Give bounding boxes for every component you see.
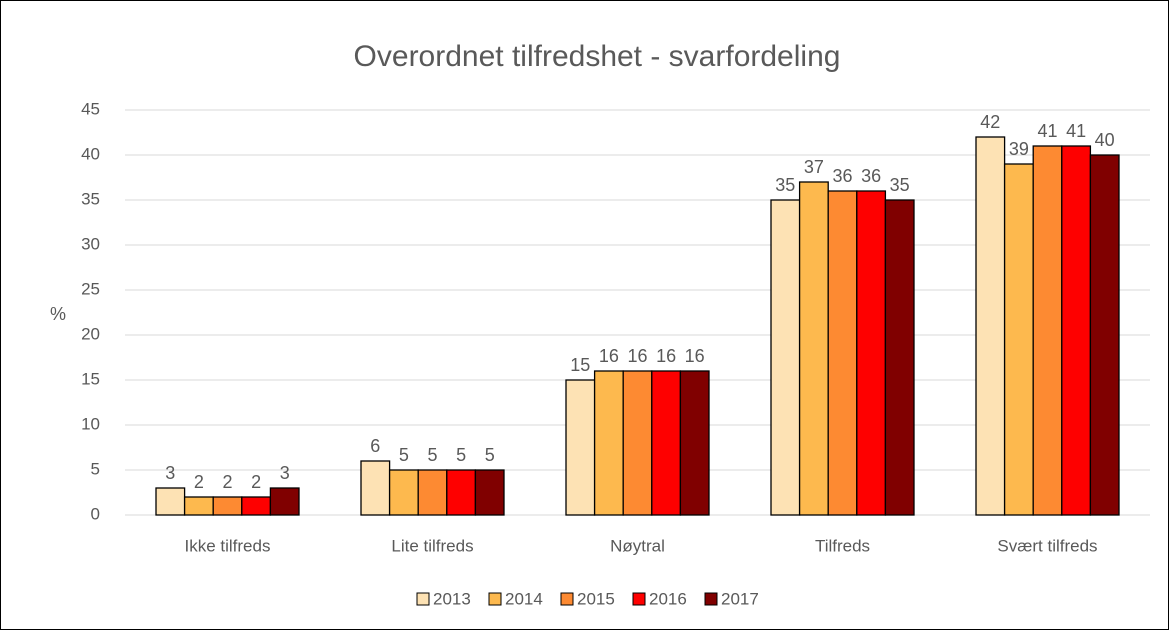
data-label: 16 xyxy=(627,346,647,366)
legend-label: 2013 xyxy=(433,589,471,608)
x-tick-label: Lite tilfreds xyxy=(391,536,473,555)
bar xyxy=(1089,154,1120,516)
data-label: 36 xyxy=(861,166,881,186)
bar xyxy=(679,370,710,516)
bar xyxy=(798,181,829,516)
data-label: 41 xyxy=(1066,121,1086,141)
legend-swatch xyxy=(560,592,574,606)
bar xyxy=(593,370,624,516)
data-label: 42 xyxy=(980,112,1000,132)
y-tick-label: 5 xyxy=(91,459,100,478)
y-tick-label: 25 xyxy=(81,279,100,298)
data-label: 36 xyxy=(832,166,852,186)
bar xyxy=(360,460,391,516)
legend-swatch xyxy=(416,592,430,606)
bar xyxy=(856,190,887,516)
data-label: 5 xyxy=(456,445,466,465)
bar xyxy=(183,496,214,516)
y-tick-label: 45 xyxy=(81,99,100,118)
data-label: 35 xyxy=(890,175,910,195)
bar xyxy=(388,469,419,516)
x-tick-label: Tilfreds xyxy=(815,536,870,555)
bar xyxy=(417,469,448,516)
x-tick-label: Svært tilfreds xyxy=(997,536,1097,555)
y-tick-label: 40 xyxy=(81,144,100,163)
data-label: 5 xyxy=(427,445,437,465)
data-label: 3 xyxy=(280,463,290,483)
x-tick-label: Nøytral xyxy=(610,536,665,555)
bar xyxy=(1032,145,1063,516)
data-label: 16 xyxy=(656,346,676,366)
data-label: 5 xyxy=(399,445,409,465)
data-label: 40 xyxy=(1095,130,1115,150)
data-label: 37 xyxy=(804,157,824,177)
legend-label: 2015 xyxy=(577,589,615,608)
bar xyxy=(212,496,243,516)
legend-swatch xyxy=(632,592,646,606)
y-axis-label: % xyxy=(50,304,66,324)
legend-label: 2017 xyxy=(721,589,759,608)
data-label: 41 xyxy=(1037,121,1057,141)
data-label: 16 xyxy=(685,346,705,366)
legend-label: 2014 xyxy=(505,589,543,608)
bar xyxy=(155,487,186,516)
bar xyxy=(474,469,505,516)
y-tick-label: 10 xyxy=(81,414,100,433)
bar xyxy=(565,379,596,516)
y-tick-label: 20 xyxy=(81,324,100,343)
bar xyxy=(446,469,477,516)
x-tick-label: Ikke tilfreds xyxy=(185,536,271,555)
data-label: 5 xyxy=(485,445,495,465)
bar xyxy=(241,496,272,516)
bar xyxy=(1003,163,1034,516)
data-label: 6 xyxy=(370,436,380,456)
bar xyxy=(975,136,1006,516)
data-label: 35 xyxy=(775,175,795,195)
data-label: 15 xyxy=(570,355,590,375)
y-tick-label: 0 xyxy=(91,504,100,523)
data-label: 2 xyxy=(222,472,232,492)
bar xyxy=(622,370,653,516)
data-label: 3 xyxy=(165,463,175,483)
bar xyxy=(827,190,858,516)
bar xyxy=(884,199,915,516)
y-tick-label: 30 xyxy=(81,234,100,253)
chart-title: Overordnet tilfredshet - svarfordeling xyxy=(354,40,841,73)
legend-swatch xyxy=(488,592,502,606)
bar xyxy=(269,487,300,516)
y-tick-label: 15 xyxy=(81,369,100,388)
data-label: 2 xyxy=(251,472,261,492)
data-label: 16 xyxy=(599,346,619,366)
data-label: 39 xyxy=(1009,139,1029,159)
legend-label: 2016 xyxy=(649,589,687,608)
bar xyxy=(1061,145,1092,516)
y-tick-label: 35 xyxy=(81,189,100,208)
data-label: 2 xyxy=(194,472,204,492)
bar xyxy=(770,199,801,516)
bar xyxy=(651,370,682,516)
legend-swatch xyxy=(704,592,718,606)
